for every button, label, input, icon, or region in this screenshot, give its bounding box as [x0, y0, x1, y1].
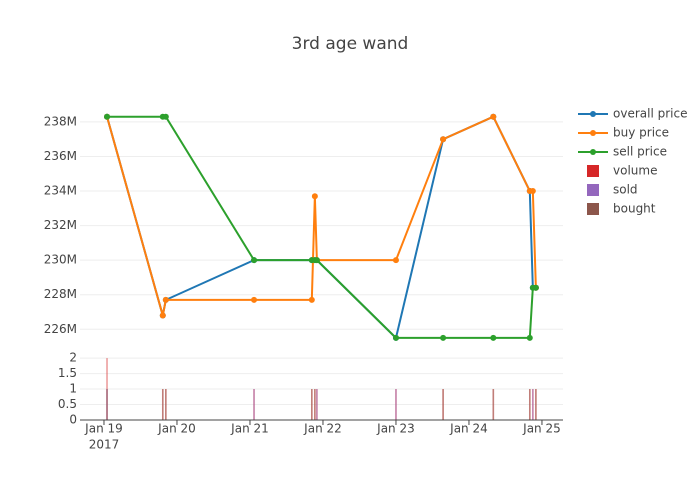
volume-bar	[253, 389, 255, 420]
price-line	[106, 115, 536, 340]
legend-label: bought	[613, 202, 656, 216]
x-tick-label: Jan 23	[376, 422, 415, 436]
x-tick-label: Jan 24	[449, 422, 488, 436]
legend-marker	[590, 130, 596, 136]
price-point	[529, 188, 536, 195]
x-tick-label: Jan 25	[522, 422, 561, 436]
legend-label: sold	[613, 183, 638, 197]
legend-swatch	[587, 165, 599, 177]
price-point	[490, 334, 497, 341]
x-year-label: 2017	[89, 438, 120, 452]
volume-bar	[253, 389, 255, 420]
volume-bar	[311, 389, 313, 420]
volume-bar	[106, 389, 108, 420]
price-point	[490, 113, 497, 120]
volume-bar	[316, 389, 318, 420]
volume-bar	[165, 389, 167, 420]
volume-bar	[165, 389, 167, 420]
chart-title: 3rd age wand	[292, 34, 409, 54]
legend-marker	[590, 149, 596, 155]
y-tick-label: 230M	[44, 253, 77, 267]
volume-bar	[492, 389, 495, 420]
volume-bar	[161, 389, 164, 420]
y-tick-label: 0	[69, 413, 77, 427]
legend-swatch	[587, 203, 599, 215]
legend-swatch	[587, 184, 599, 196]
x-tick-label: Jan 21	[230, 422, 269, 436]
y-tick-label: 2	[69, 351, 77, 365]
y-tick-label: 238M	[44, 114, 77, 128]
y-tick-label: 1	[69, 382, 77, 396]
volume-bar	[532, 389, 534, 420]
price-point	[104, 113, 111, 120]
legend-label: overall price	[613, 107, 687, 121]
price-point	[251, 257, 258, 264]
price-point	[251, 296, 258, 303]
price-point	[162, 113, 169, 120]
legend-label: sell price	[613, 145, 667, 159]
price-line	[107, 115, 536, 339]
volume-bar	[314, 389, 316, 420]
volume-bar	[314, 389, 316, 420]
legend-label: buy price	[613, 126, 669, 140]
legend-label: volume	[613, 164, 657, 178]
y-tick-label: 1.5	[58, 366, 77, 380]
volume-bar	[106, 358, 108, 420]
price-point	[440, 334, 447, 341]
volume-bar	[316, 389, 318, 420]
y-tick-label: 234M	[44, 184, 77, 198]
volume-bar	[311, 389, 313, 420]
price-point	[308, 296, 315, 303]
x-tick-label: Jan 22	[303, 422, 342, 436]
price-point	[159, 312, 166, 319]
volume-bar	[528, 389, 531, 420]
y-tick-label: 226M	[44, 322, 77, 336]
price-point	[532, 284, 539, 291]
x-tick-label: Jan 19	[84, 422, 123, 436]
price-point	[313, 257, 320, 264]
y-tick-label: 228M	[44, 287, 77, 301]
x-tick-label: Jan 20	[157, 422, 196, 436]
volume-bar	[528, 389, 531, 420]
volume-bar	[106, 389, 108, 420]
y-tick-label: 0.5	[58, 397, 77, 411]
price-point	[392, 257, 399, 264]
volume-bar	[532, 389, 534, 420]
volume-bar	[535, 389, 537, 420]
volume-bar	[442, 389, 444, 420]
price-point	[440, 136, 447, 143]
volume-bar	[492, 389, 495, 420]
price-point	[311, 193, 318, 200]
volume-bar	[395, 389, 397, 420]
y-tick-label: 232M	[44, 218, 77, 232]
price-point	[162, 296, 169, 303]
volume-bar	[161, 389, 164, 420]
price-line	[106, 115, 537, 316]
price-point	[392, 334, 399, 341]
volume-bar	[395, 389, 397, 420]
price-point	[526, 334, 533, 341]
legend-marker	[590, 111, 596, 117]
y-tick-label: 236M	[44, 149, 77, 163]
volume-bar	[442, 389, 444, 420]
volume-bar	[535, 389, 537, 420]
